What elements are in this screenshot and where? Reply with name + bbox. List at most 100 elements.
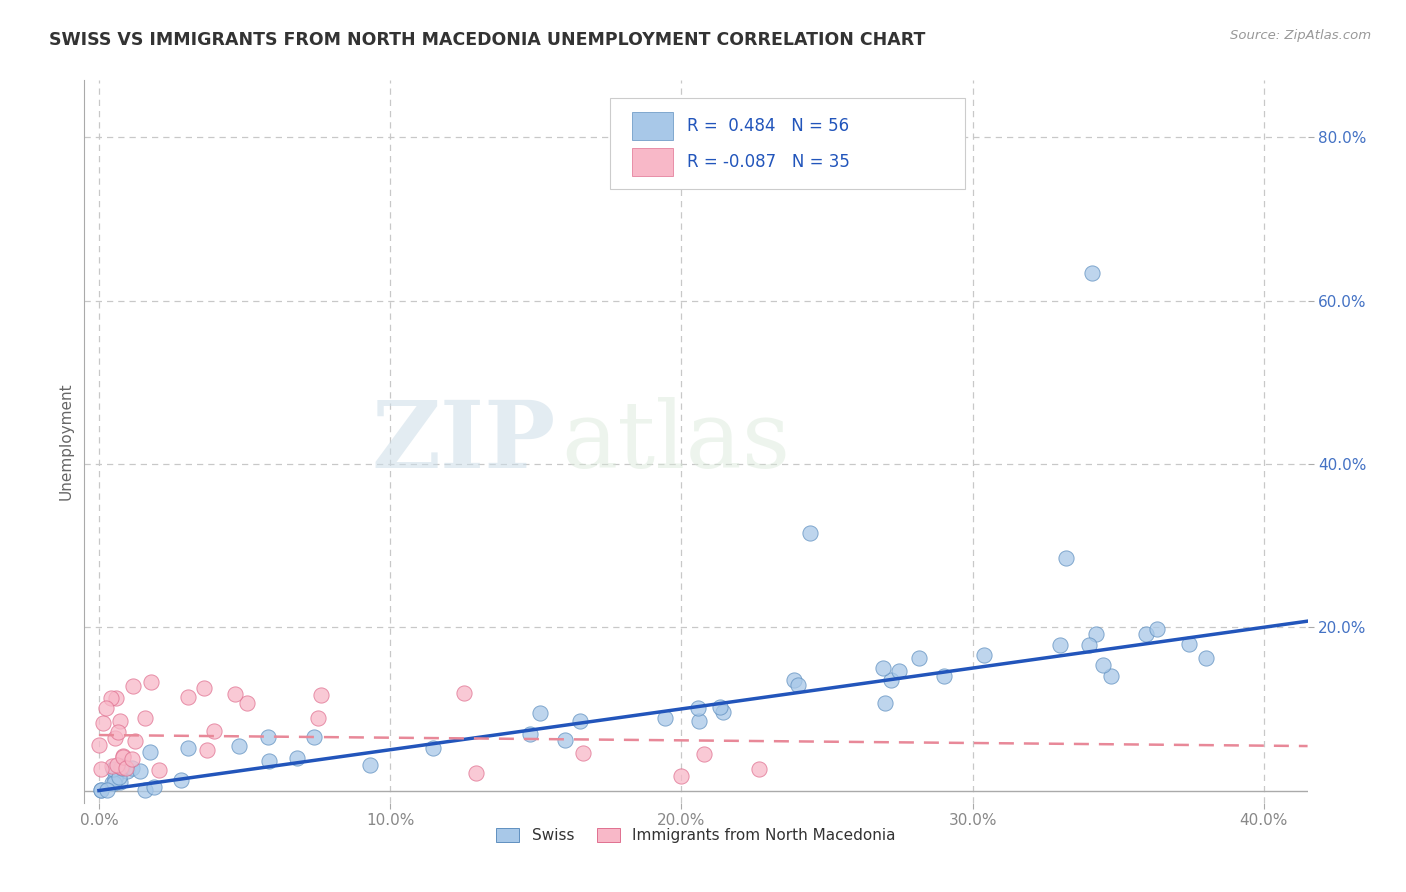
Point bbox=[572, 746, 595, 760]
Point bbox=[111, 761, 134, 775]
Point bbox=[104, 771, 127, 785]
Point bbox=[307, 711, 329, 725]
Point bbox=[107, 770, 129, 784]
Point bbox=[117, 764, 139, 778]
Point bbox=[787, 678, 810, 692]
Text: Source: ZipAtlas.com: Source: ZipAtlas.com bbox=[1230, 29, 1371, 42]
Point bbox=[143, 780, 166, 794]
Point bbox=[709, 699, 731, 714]
Point bbox=[90, 782, 112, 797]
Point bbox=[202, 723, 225, 738]
Point bbox=[302, 730, 325, 744]
Point bbox=[139, 674, 162, 689]
Point bbox=[103, 776, 125, 790]
Point bbox=[311, 688, 333, 702]
Legend: Swiss, Immigrants from North Macedonia: Swiss, Immigrants from North Macedonia bbox=[491, 822, 901, 849]
Point bbox=[121, 761, 143, 775]
Point bbox=[686, 700, 709, 714]
Point bbox=[115, 761, 138, 775]
Point bbox=[465, 766, 488, 780]
Point bbox=[195, 743, 218, 757]
Point bbox=[134, 782, 156, 797]
Point bbox=[139, 745, 162, 759]
Point bbox=[91, 716, 114, 731]
Point bbox=[105, 757, 128, 772]
Point bbox=[111, 759, 134, 773]
Point bbox=[108, 774, 131, 789]
Point bbox=[107, 725, 129, 739]
Point bbox=[104, 731, 127, 745]
Point bbox=[1099, 668, 1122, 682]
Point bbox=[654, 711, 676, 725]
Point bbox=[103, 762, 125, 776]
Point bbox=[688, 714, 710, 729]
Point bbox=[453, 686, 475, 700]
Point bbox=[259, 754, 281, 768]
Point bbox=[224, 687, 246, 701]
Point bbox=[711, 705, 734, 719]
Point bbox=[90, 763, 112, 777]
Point bbox=[1195, 651, 1218, 665]
Point bbox=[1084, 626, 1107, 640]
Point bbox=[359, 757, 381, 772]
Point bbox=[177, 740, 200, 755]
Point bbox=[748, 762, 770, 776]
Point bbox=[529, 706, 551, 721]
Point bbox=[256, 730, 278, 744]
Point bbox=[1135, 627, 1157, 641]
Bar bbox=[633, 112, 672, 139]
Point bbox=[285, 750, 308, 764]
Text: ZIP: ZIP bbox=[371, 397, 555, 486]
Point bbox=[177, 690, 200, 704]
Point bbox=[90, 782, 112, 797]
Point bbox=[101, 759, 124, 773]
Point bbox=[110, 760, 132, 774]
Point bbox=[932, 669, 955, 683]
Point bbox=[111, 748, 134, 763]
FancyBboxPatch shape bbox=[610, 98, 965, 189]
Point bbox=[100, 690, 122, 705]
Point bbox=[108, 714, 131, 728]
Point bbox=[236, 696, 259, 710]
Point bbox=[872, 661, 894, 675]
Point bbox=[148, 763, 170, 777]
Point bbox=[1049, 638, 1071, 652]
Point bbox=[554, 732, 576, 747]
Point bbox=[669, 768, 692, 782]
Point bbox=[1092, 658, 1115, 673]
Text: R = -0.087   N = 35: R = -0.087 N = 35 bbox=[688, 153, 851, 171]
Point bbox=[519, 727, 541, 741]
Point bbox=[422, 741, 444, 756]
Point bbox=[783, 673, 806, 687]
Point bbox=[1146, 622, 1168, 636]
Point bbox=[122, 679, 145, 693]
Point bbox=[880, 673, 903, 687]
Point bbox=[112, 750, 135, 764]
Point bbox=[124, 734, 146, 748]
Text: atlas: atlas bbox=[561, 397, 790, 486]
Point bbox=[908, 651, 931, 665]
Bar bbox=[633, 148, 672, 176]
Point bbox=[887, 665, 910, 679]
Point bbox=[568, 714, 591, 728]
Point bbox=[1081, 266, 1104, 280]
Point bbox=[100, 776, 122, 790]
Point bbox=[228, 739, 250, 753]
Point bbox=[875, 696, 897, 710]
Point bbox=[1178, 637, 1201, 651]
Point bbox=[121, 751, 143, 765]
Text: SWISS VS IMMIGRANTS FROM NORTH MACEDONIA UNEMPLOYMENT CORRELATION CHART: SWISS VS IMMIGRANTS FROM NORTH MACEDONIA… bbox=[49, 31, 925, 49]
Point bbox=[94, 700, 117, 714]
Y-axis label: Unemployment: Unemployment bbox=[58, 383, 73, 500]
Point bbox=[973, 648, 995, 662]
Point bbox=[693, 747, 716, 761]
Point bbox=[105, 690, 128, 705]
Point bbox=[134, 711, 156, 725]
Text: R =  0.484   N = 56: R = 0.484 N = 56 bbox=[688, 117, 849, 135]
Point bbox=[1054, 550, 1077, 565]
Point bbox=[170, 772, 193, 787]
Point bbox=[129, 764, 152, 778]
Point bbox=[799, 526, 821, 541]
Point bbox=[1078, 638, 1101, 652]
Point bbox=[193, 681, 215, 696]
